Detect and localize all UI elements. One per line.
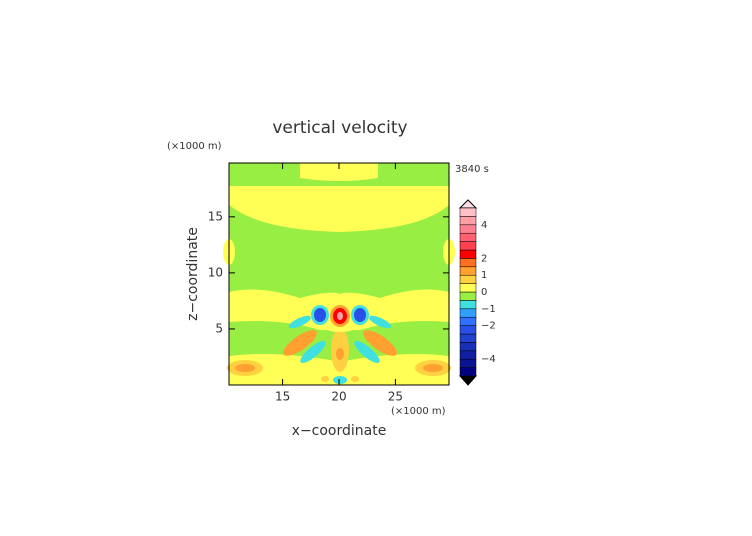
colorbar-tick-label: 4: [481, 220, 487, 231]
colorbar-band: [459, 232, 477, 242]
colorbar-top-arrow: [458, 199, 478, 209]
colorbar-band: [459, 358, 477, 368]
colorbar-tick-label: −2: [481, 321, 496, 332]
x-tick-label: 20: [331, 390, 346, 404]
colorbar-band: [459, 350, 477, 360]
axes: 15 20 25 5 10 15 −4 −2 −1 0 1 2 4: [208, 163, 496, 404]
y-tick-label: 10: [208, 265, 223, 279]
colorbar-tick-label: 1: [481, 270, 487, 281]
time-label: 3840 s: [455, 164, 489, 175]
colorbar-bottom-arrow: [458, 375, 478, 386]
colorbar-band: [459, 333, 477, 343]
x-unit: (×1000 m): [391, 406, 446, 417]
colorbar-band: [459, 224, 477, 234]
colorbar-band: [459, 283, 477, 293]
contour-field: [223, 163, 455, 385]
colorbar-band: [459, 300, 477, 310]
chart-title: vertical velocity: [272, 118, 407, 138]
colorbar-band: [459, 249, 477, 259]
colorbar-band: [459, 216, 477, 226]
y-tick-label: 15: [208, 209, 223, 223]
colorbar-tick-label: 0: [481, 287, 487, 298]
colorbar-band: [459, 207, 477, 217]
y-tick-label: 5: [215, 321, 223, 335]
colorbar-band: [459, 266, 477, 276]
colorbar-band: [459, 325, 477, 335]
y-axis-label: z−coordinate: [185, 227, 201, 321]
colorbar-tick-label: −1: [481, 304, 496, 315]
x-tick-label: 15: [275, 390, 290, 404]
x-tick-label: 25: [388, 390, 403, 404]
colorbar-tick-label: −4: [481, 354, 496, 365]
colorbar-band: [459, 367, 477, 377]
x-axis-label: x−coordinate: [292, 423, 387, 439]
colorbar-band: [459, 274, 477, 284]
colorbar-band: [459, 342, 477, 352]
y-unit: (×1000 m): [167, 141, 222, 152]
colorbar-band: [459, 308, 477, 318]
colorbar-band: [459, 291, 477, 301]
colorbar-tick-label: 2: [481, 253, 487, 264]
colorbar-band: [459, 316, 477, 326]
colorbar-band: [459, 241, 477, 251]
colorbar-band: [459, 258, 477, 268]
